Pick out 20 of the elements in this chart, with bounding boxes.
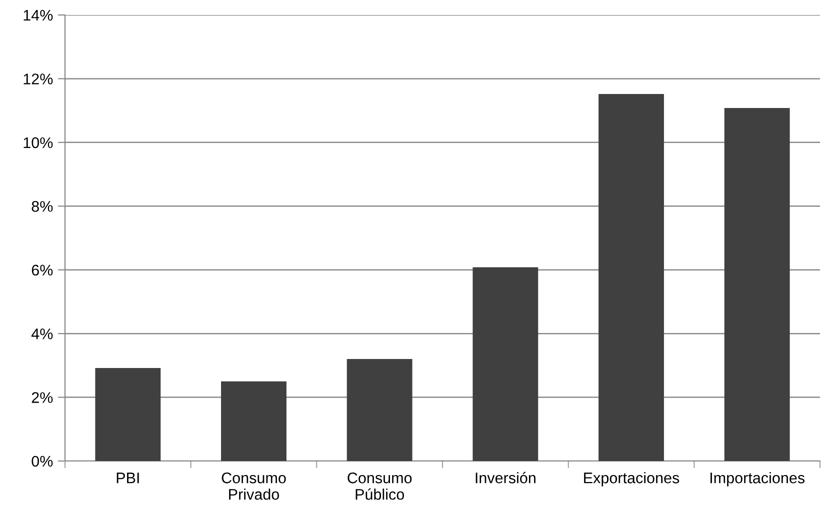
y-tick-label: 0% bbox=[32, 456, 53, 467]
y-tick-label: 4% bbox=[31, 328, 53, 340]
x-tick-label: Consumo Público bbox=[348, 472, 412, 500]
y-tick-label: 12% bbox=[24, 74, 53, 84]
bar bbox=[724, 108, 790, 461]
y-tick-label: 2% bbox=[32, 392, 53, 403]
x-tick-label: Consumo Privado bbox=[222, 472, 286, 500]
bar bbox=[346, 359, 412, 461]
y-tick-label: 10% bbox=[24, 137, 53, 148]
x-tick-label: PBI bbox=[116, 472, 139, 484]
bar bbox=[472, 267, 538, 461]
bar bbox=[598, 94, 664, 461]
y-tick-label: 8% bbox=[32, 201, 53, 212]
bar bbox=[221, 381, 286, 461]
bar bbox=[95, 368, 161, 461]
x-tick-label: Exportaciones bbox=[584, 472, 680, 486]
x-tick-label: Inversión bbox=[476, 472, 536, 484]
y-tick-label: 6% bbox=[32, 264, 53, 276]
y-tick-label: 14% bbox=[24, 10, 53, 21]
x-tick-label: Importaciones bbox=[710, 472, 805, 486]
